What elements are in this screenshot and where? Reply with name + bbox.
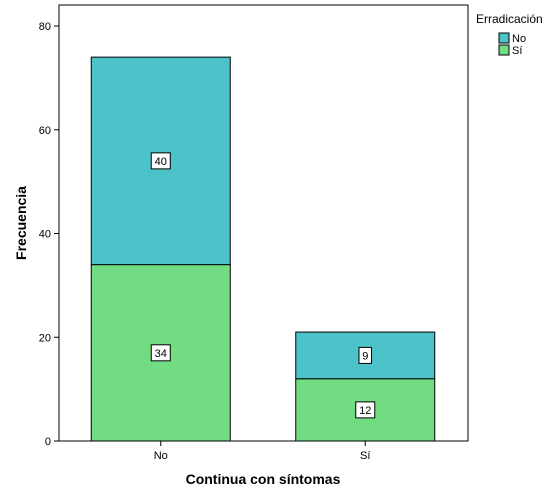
y-tick-label: 20 — [39, 332, 51, 344]
y-tick-label: 60 — [39, 125, 51, 137]
data-label: 40 — [150, 152, 171, 170]
y-axis: 0 20 40 60 80 — [39, 21, 59, 448]
data-label-text: 40 — [155, 156, 167, 168]
data-label: 34 — [150, 344, 171, 362]
legend-title: Erradicación — [476, 12, 543, 26]
data-label: 9 — [358, 346, 372, 364]
data-label-box — [358, 346, 372, 364]
data-labels-layer: 34 40 12 9 — [150, 152, 376, 419]
data-label-box — [150, 344, 171, 362]
y-tick-label: 40 — [39, 229, 51, 241]
x-axis-title: Continua con síntomas — [186, 471, 341, 487]
legend-swatch — [498, 32, 510, 44]
data-label-text: 34 — [155, 348, 167, 360]
y-tick-label: 80 — [39, 21, 51, 33]
y-tick-label: 0 — [45, 436, 51, 448]
data-label-box — [150, 152, 171, 170]
x-tick-label: No — [154, 450, 168, 462]
data-label: 12 — [355, 401, 376, 419]
data-label-box — [355, 401, 376, 419]
y-axis-title: Frecuencia — [13, 186, 29, 260]
legend-swatch — [498, 44, 510, 56]
legend-label: No — [512, 33, 526, 45]
legend-label: Sí — [512, 45, 522, 57]
x-axis: No Sí — [154, 441, 370, 462]
data-label-text: 9 — [362, 350, 368, 362]
data-label-text: 12 — [359, 405, 371, 417]
x-tick-label: Sí — [360, 450, 370, 462]
